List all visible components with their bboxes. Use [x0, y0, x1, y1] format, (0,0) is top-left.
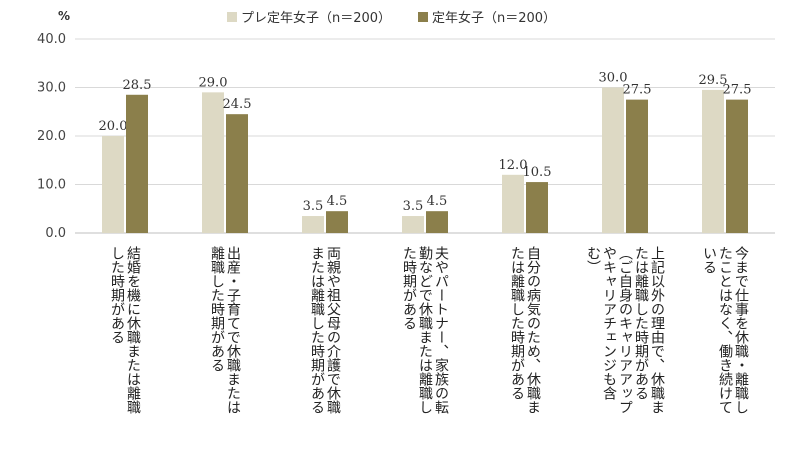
category-label: いる	[701, 246, 717, 274]
bar-retirement	[526, 182, 548, 233]
data-label: 24.5	[223, 97, 252, 112]
category-label: 両親や祖父母の介護で休職	[325, 246, 341, 414]
y-tick-label: 10.0	[37, 178, 66, 193]
bar-retirement	[226, 114, 248, 233]
legend-swatch-pre-retirement	[227, 12, 237, 22]
y-tick-label: 40.0	[37, 32, 66, 47]
data-label: 27.5	[623, 83, 652, 98]
bar-retirement	[726, 99, 748, 233]
category-label: たことはなく、働き続けて	[717, 246, 733, 414]
category-label: やキャリアチェンジも含	[601, 246, 617, 400]
category-label: 上記以外の理由で、休職ま	[649, 246, 665, 414]
bar-pre-retirement	[102, 136, 124, 233]
category-label: た時期がある	[401, 246, 417, 330]
data-label: 12.0	[499, 158, 528, 173]
category-label: 出産・子育てで休職または	[225, 246, 241, 414]
legend: プレ定年女子（n＝200） 定年女子（n＝200）	[227, 10, 556, 26]
data-label: 29.5	[699, 73, 728, 88]
data-label: 10.5	[523, 165, 552, 180]
data-label: 20.0	[99, 119, 128, 134]
category-label: または離職した時期がある	[309, 246, 325, 414]
category-label: 勤などで休職または離職し	[417, 246, 433, 414]
y-tick-label: 20.0	[37, 129, 66, 144]
category-label: む）	[585, 246, 601, 274]
legend-label-pre-retirement: プレ定年女子（n＝200）	[241, 10, 391, 26]
bar-pre-retirement	[502, 174, 524, 233]
bar-pre-retirement	[602, 87, 624, 233]
data-label: 3.5	[303, 199, 324, 214]
category-label: 結婚を機に休職または離職	[125, 246, 141, 414]
data-label: 4.5	[327, 194, 348, 209]
category-label: （ご自身のキャリアアップ	[617, 246, 633, 414]
data-label: 27.5	[723, 83, 752, 98]
y-axis-unit: %	[58, 9, 70, 23]
bar-pre-retirement	[302, 216, 324, 233]
data-label: 30.0	[599, 71, 628, 86]
category-label: した時期がある	[109, 246, 125, 344]
data-label: 29.0	[199, 75, 228, 90]
data-label: 28.5	[123, 78, 152, 93]
bar-retirement	[126, 94, 148, 234]
category-label: 今まで仕事を休職・離職し	[733, 246, 749, 414]
y-tick-label: 0.0	[45, 226, 66, 241]
legend-label-retirement: 定年女子（n＝200）	[432, 10, 556, 26]
bar-retirement	[626, 99, 648, 233]
data-label: 4.5	[427, 194, 448, 209]
category-label: 夫やパートナー、家族の転	[433, 246, 449, 414]
data-label: 3.5	[403, 199, 424, 214]
bar-pre-retirement	[202, 92, 224, 233]
bar-retirement	[426, 211, 448, 233]
category-label: 自分の病気のため、休職ま	[525, 246, 541, 414]
bar-retirement	[326, 211, 348, 233]
y-tick-label: 30.0	[37, 81, 66, 96]
category-label: たは離職した時期がある	[633, 246, 649, 400]
category-label: 離職した時期がある	[209, 245, 225, 372]
bar-pre-retirement	[402, 216, 424, 233]
category-label: たは離職した時期がある	[509, 246, 525, 400]
bar-pre-retirement	[702, 89, 724, 233]
legend-swatch-retirement	[418, 12, 428, 22]
